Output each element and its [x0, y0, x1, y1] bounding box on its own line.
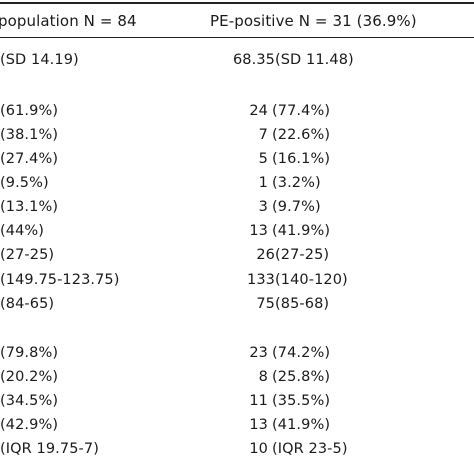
pe-positive-detail: (9.7%)	[272, 199, 321, 215]
table-cell-population: (SD 14.19)	[0, 52, 79, 68]
pe-positive-detail: (74.2%)	[272, 345, 331, 361]
pe-positive-detail: (35.5%)	[272, 393, 331, 409]
table-cell-population: (84-65)	[0, 296, 55, 312]
pe-positive-count: 133	[247, 272, 275, 288]
table-cell-population: (44%)	[0, 223, 45, 239]
pe-positive-count: 68.35	[232, 52, 275, 68]
table-cell-population: (13.1%)	[0, 199, 59, 215]
table-cell-pe-positive: 1 (3.2%)	[200, 174, 400, 192]
table-cell-pe-positive: 10 (IQR 23-5)	[200, 440, 400, 458]
table-cell-population: (61.9%)	[0, 103, 59, 119]
table-cell-pe-positive: 75 (85-68)	[200, 295, 400, 313]
pe-positive-detail: (16.1%)	[272, 151, 331, 167]
table-cell-pe-positive: 8 (25.8%)	[200, 368, 400, 386]
table-cell-pe-positive: 11 (35.5%)	[200, 392, 400, 410]
pe-positive-count: 75	[256, 296, 275, 312]
pe-positive-detail: (41.9%)	[272, 223, 331, 239]
pe-positive-count: 11	[249, 393, 268, 409]
pe-positive-count: 3	[258, 199, 268, 215]
table-cell-pe-positive: 13 (41.9%)	[200, 222, 400, 240]
pe-positive-detail: (25.8%)	[272, 369, 331, 385]
table-cell-population: (27.4%)	[0, 151, 59, 167]
table-cell-population: (27-25)	[0, 247, 55, 263]
table-cell-pe-positive: 3 (9.7%)	[200, 198, 400, 216]
pe-positive-detail: (3.2%)	[272, 175, 321, 191]
table-cell-pe-positive: 24 (77.4%)	[200, 102, 400, 120]
pe-positive-count: 7	[258, 127, 268, 143]
table-cell-pe-positive: 23 (74.2%)	[200, 344, 400, 362]
pe-positive-detail: (IQR 23-5)	[272, 441, 348, 457]
table-cell-population: (20.2%)	[0, 369, 59, 385]
pe-positive-count: 10	[249, 441, 268, 457]
pe-positive-count: 13	[249, 417, 268, 433]
pe-positive-detail: (140-120)	[275, 272, 348, 288]
pe-positive-detail: (SD 11.48)	[275, 52, 354, 68]
table-cell-pe-positive: 5 (16.1%)	[200, 150, 400, 168]
table-cell-pe-positive: 13 (41.9%)	[200, 416, 400, 434]
table-cell-population: (79.8%)	[0, 345, 59, 361]
pe-positive-detail: (41.9%)	[272, 417, 331, 433]
table-header-rule	[0, 37, 474, 38]
table-cell-population: (34.5%)	[0, 393, 59, 409]
table-cell-pe-positive: 7 (22.6%)	[200, 126, 400, 144]
pe-positive-count: 24	[249, 103, 268, 119]
pe-positive-detail: (22.6%)	[272, 127, 331, 143]
table-cell-pe-positive: 68.35 (SD 11.48)	[200, 51, 400, 69]
header-pe-positive: PE-positive N = 31 (36.9%)	[210, 12, 417, 30]
table-cell-population: (42.9%)	[0, 417, 59, 433]
table-cell-pe-positive: 133 (140-120)	[200, 271, 400, 289]
pe-positive-detail: (27-25)	[275, 247, 330, 263]
pe-positive-detail: (77.4%)	[272, 103, 331, 119]
pe-positive-detail: (85-68)	[275, 296, 330, 312]
header-population: population N = 84	[0, 12, 137, 30]
pe-positive-count: 13	[249, 223, 268, 239]
table-cell-pe-positive: 26 (27-25)	[200, 246, 400, 264]
table-cell-population: (38.1%)	[0, 127, 59, 143]
table-cell-population: (9.5%)	[0, 175, 49, 191]
pe-positive-count: 1	[258, 175, 268, 191]
pe-positive-count: 23	[249, 345, 268, 361]
table-top-rule	[0, 2, 474, 4]
pe-positive-count: 5	[258, 151, 268, 167]
pe-positive-count: 8	[258, 369, 268, 385]
table-cell-population: (IQR 19.75-7)	[0, 441, 99, 457]
pe-positive-count: 26	[256, 247, 275, 263]
table-cell-population: (149.75-123.75)	[0, 272, 120, 288]
